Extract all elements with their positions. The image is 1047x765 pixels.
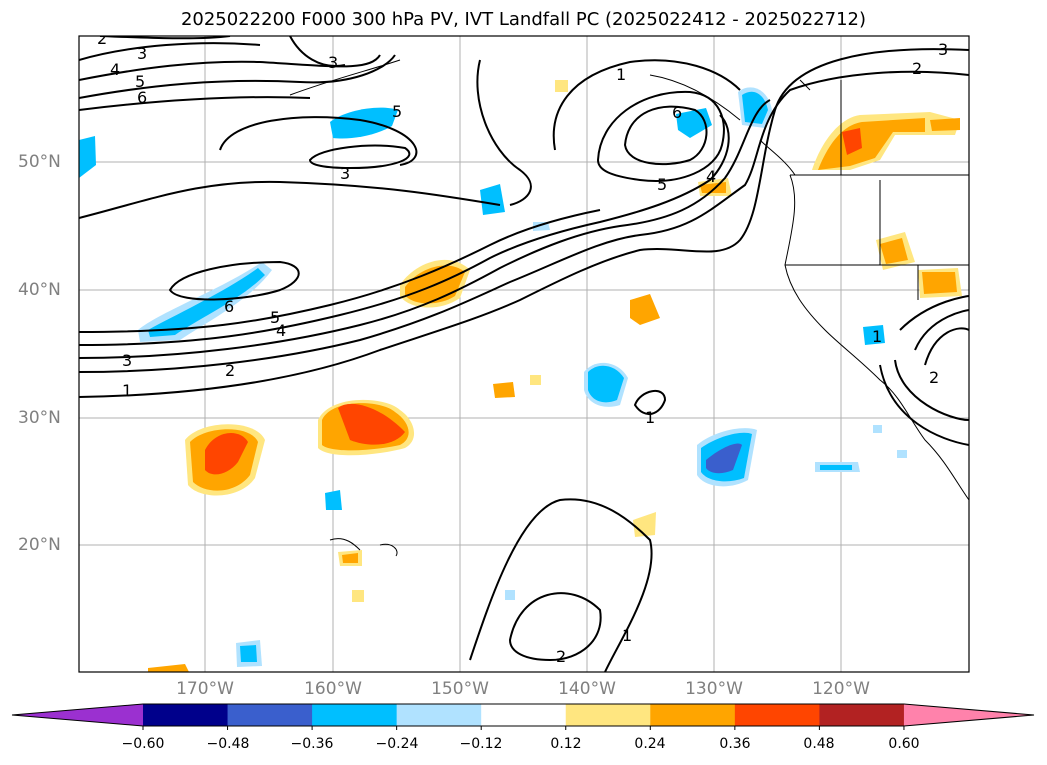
contour-label: 3 [328, 53, 338, 72]
colorbar [11, 703, 1035, 730]
colorbar-segment [734, 704, 820, 726]
contour-label: 3 [938, 40, 948, 59]
colorbar-segment [143, 704, 229, 726]
colorbar-tick-label: −0.12 [459, 736, 503, 752]
colorbar-tick-label: 0.36 [719, 736, 751, 752]
map-title: 2025022200 F000 300 hPa PV, IVT Landfall… [180, 9, 867, 30]
lon-label-150w: 150°W [431, 679, 489, 699]
colorbar-tick-label: 0.24 [634, 736, 666, 752]
colorbar-extend-low [12, 704, 143, 726]
contour-label: 1 [616, 65, 626, 84]
lon-label-160w: 160°W [304, 679, 362, 699]
contour-label: 5 [135, 72, 145, 91]
contour-label: 4 [706, 167, 716, 186]
lat-label-20n: 20°N [18, 535, 61, 555]
contour-label: 2 [225, 361, 235, 380]
contour-label: 5 [657, 175, 667, 194]
map-frame [78, 35, 970, 673]
lon-label-130w: 130°W [685, 679, 743, 699]
colorbar-segment [565, 704, 651, 726]
lon-label-120w: 120°W [812, 679, 870, 699]
colorbar-tick-label: −0.48 [206, 736, 250, 752]
contour-label: 4 [276, 321, 286, 340]
contour-label: 1 [622, 626, 632, 645]
contour-label: 1 [122, 381, 132, 400]
contour-label: 5 [270, 308, 280, 327]
lon-label-140w: 140°W [558, 679, 616, 699]
contour-label: 3 [340, 164, 350, 183]
contour-label: 6 [224, 297, 234, 316]
pv-contours [79, 36, 969, 672]
colorbar-tick-label: −0.36 [290, 736, 334, 752]
contour-label: 5 [392, 102, 402, 121]
colorbar-segment [481, 704, 567, 726]
contour-label: 1 [645, 408, 655, 427]
colorbar-segment [312, 704, 398, 726]
contour-label: 4 [110, 60, 120, 79]
colorbar-segment [819, 704, 905, 726]
contour-label: 2 [912, 59, 922, 78]
colorbar-segment [396, 704, 482, 726]
contour-label: 2 [97, 29, 107, 48]
contour-label: 3 [122, 351, 132, 370]
colorbar-tick-label: 0.60 [888, 736, 920, 752]
colorbar-tick-label: 0.48 [803, 736, 835, 752]
contour-labels: 2 3 4 5 6 3 5 3 1 6 5 4 3 2 1 5 4 6 2 3 … [97, 29, 948, 666]
lat-label-50n: 50°N [18, 152, 61, 172]
lat-label-30n: 30°N [18, 408, 61, 428]
contour-label: 1 [872, 327, 882, 346]
lon-label-170w: 170°W [176, 679, 234, 699]
ivt-positive-shading [148, 80, 962, 672]
colorbar-segment [650, 704, 736, 726]
coastlines [289, 59, 969, 557]
contour-label: 6 [137, 88, 147, 107]
colorbar-extend-high [903, 704, 1034, 726]
ivt-negative-shading [79, 87, 907, 667]
colorbar-tick-label: −0.60 [121, 736, 165, 752]
contour-label: 2 [929, 368, 939, 387]
colorbar-segment [227, 704, 313, 726]
colorbar-tick-label: −0.24 [375, 736, 419, 752]
lat-label-40n: 40°N [18, 280, 61, 300]
contour-label: 6 [672, 103, 682, 122]
colorbar-tick-label: 0.12 [550, 736, 582, 752]
contour-label: 2 [556, 647, 566, 666]
contour-label: 3 [137, 44, 147, 63]
